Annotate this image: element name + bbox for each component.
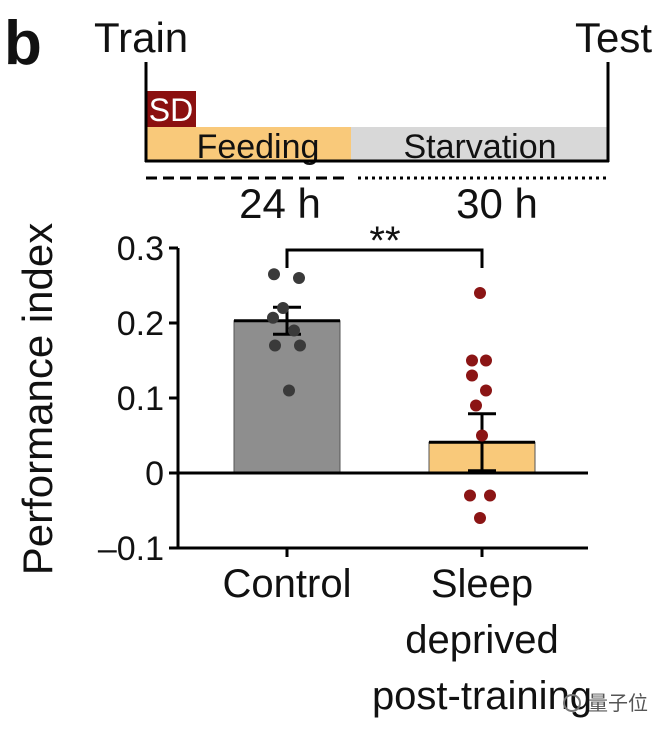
data-point xyxy=(268,268,280,281)
sd-label: SD xyxy=(149,92,193,128)
data-point xyxy=(267,311,279,324)
y-axis-label: Performance index xyxy=(14,223,61,576)
data-point xyxy=(480,384,492,397)
data-point xyxy=(466,369,478,382)
starvation-duration-label: 30 h xyxy=(456,180,538,227)
data-point xyxy=(466,354,478,367)
x-category-label: post-training xyxy=(372,674,592,718)
error-bars xyxy=(234,305,535,473)
x-category-label: deprived xyxy=(405,618,558,662)
significance-label: ** xyxy=(369,219,400,263)
y-axis-ticks: 0.3 0.2 0.1 0 –0.1 xyxy=(98,230,178,568)
panel-label: b xyxy=(4,9,42,78)
data-point xyxy=(294,339,306,352)
data-point xyxy=(480,354,492,367)
sd-box xyxy=(146,91,196,127)
data-point xyxy=(464,489,476,502)
x-category-label: Control xyxy=(223,562,352,606)
y-tick-label: –0.1 xyxy=(98,530,164,568)
data-point xyxy=(288,324,300,337)
data-point xyxy=(269,339,281,352)
data-point xyxy=(470,399,482,412)
x-axis-tick-marks xyxy=(285,548,484,557)
x-axis-categories: Control Sleep deprived post-training xyxy=(223,562,593,718)
starvation-bar xyxy=(351,127,608,160)
watermark-text: 量子位 xyxy=(588,692,648,715)
bar-chart: Performance index 0.3 0.2 0.1 0 –0.1 Control… xyxy=(14,219,592,718)
watermark: 量子位 xyxy=(563,692,648,715)
x-category-label: Sleep xyxy=(431,562,533,606)
significance-bracket xyxy=(285,248,484,268)
timeline-test-label: Test xyxy=(575,14,652,61)
data-point xyxy=(484,489,496,502)
y-tick-label: 0.2 xyxy=(117,305,164,343)
data-point xyxy=(283,384,295,397)
timeline: Train Test SD Feeding Starvation 24 h 30… xyxy=(94,14,652,227)
feeding-duration-label: 24 h xyxy=(239,180,321,227)
y-tick-label: 0.1 xyxy=(117,380,164,418)
data-point xyxy=(293,272,305,284)
data-point xyxy=(474,512,486,524)
y-tick-label: 0.3 xyxy=(117,230,164,268)
data-point xyxy=(476,429,488,442)
y-tick-label: 0 xyxy=(145,455,164,493)
watermark-icon xyxy=(563,694,581,712)
timeline-train-label: Train xyxy=(94,14,188,61)
data-point xyxy=(277,302,289,314)
feeding-bar xyxy=(146,127,351,160)
bar xyxy=(233,320,341,474)
data-point xyxy=(474,287,486,299)
data-points xyxy=(267,268,496,524)
